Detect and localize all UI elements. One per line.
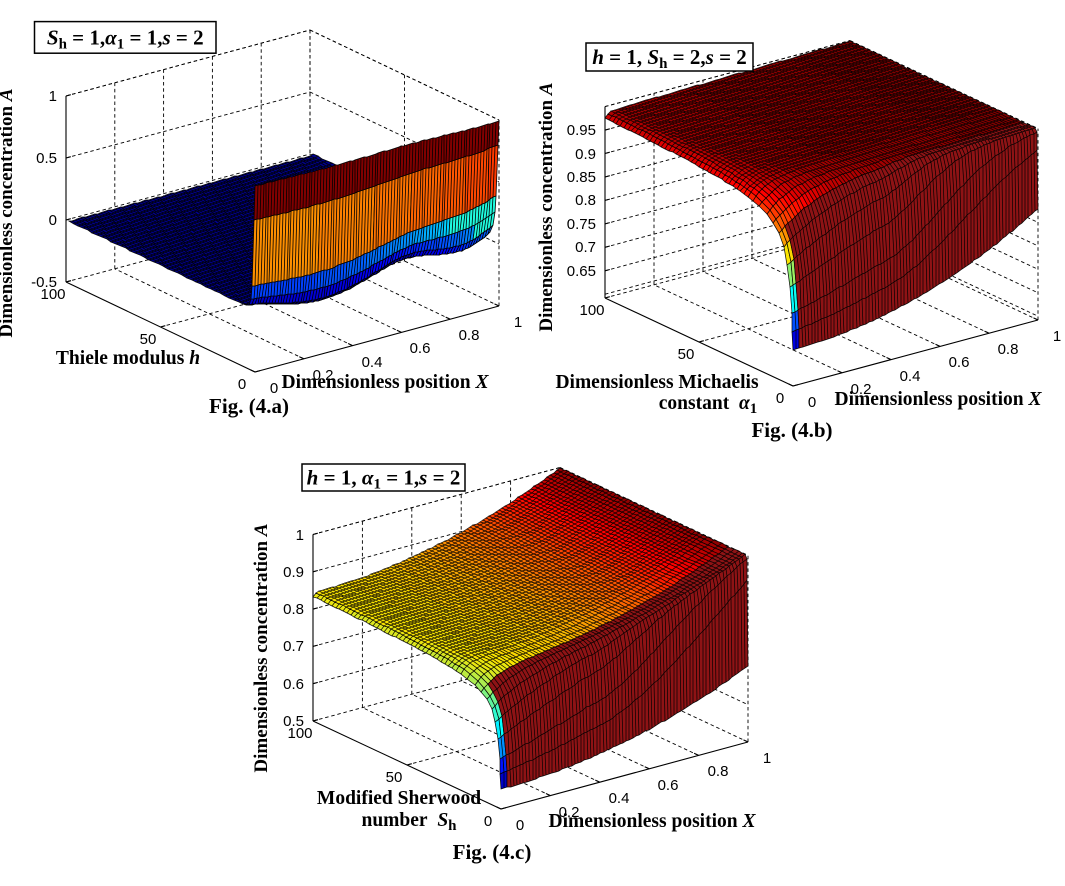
svg-text:Fig. (4.b): Fig. (4.b) [751, 418, 832, 442]
svg-text:100: 100 [40, 286, 65, 303]
svg-text:Dimensionless concentration A: Dimensionless concentration A [251, 523, 272, 772]
svg-text:50: 50 [140, 331, 157, 348]
svg-text:0.8: 0.8 [459, 327, 480, 344]
svg-text:0.2: 0.2 [313, 367, 334, 384]
svg-text:0.6: 0.6 [410, 340, 431, 357]
svg-text:0.8: 0.8 [708, 763, 729, 780]
svg-text:0: 0 [270, 380, 278, 397]
svg-text:0: 0 [49, 212, 57, 229]
svg-text:1: 1 [763, 750, 771, 767]
svg-text:0.8: 0.8 [575, 192, 596, 209]
svg-text:Dimensionless Michaelis: Dimensionless Michaelis [555, 372, 759, 393]
svg-text:constant α1: constant α1 [659, 393, 757, 417]
svg-text:0.6: 0.6 [949, 354, 970, 371]
svg-text:Thiele modulus h: Thiele modulus h [56, 348, 200, 369]
svg-text:0.4: 0.4 [900, 368, 921, 385]
svg-text:number Sh: number Sh [361, 810, 457, 834]
svg-text:0: 0 [808, 394, 816, 411]
svg-text:0.5: 0.5 [36, 150, 57, 167]
svg-text:0.75: 0.75 [567, 216, 596, 233]
svg-text:50: 50 [386, 769, 403, 786]
svg-text:Modified Sherwood: Modified Sherwood [317, 788, 481, 809]
svg-text:Dimensionless position X: Dimensionless position X [549, 811, 757, 832]
svg-text:Dimensionless concentration A: Dimensionless concentration A [536, 82, 557, 331]
svg-text:100: 100 [579, 302, 604, 319]
svg-text:0.7: 0.7 [283, 638, 304, 655]
svg-text:Fig. (4.c): Fig. (4.c) [453, 840, 532, 864]
svg-text:100: 100 [287, 725, 312, 742]
svg-text:Dimensionless concentration A: Dimensionless concentration A [0, 88, 17, 337]
svg-text:0.5: 0.5 [283, 713, 304, 730]
svg-text:0: 0 [238, 376, 246, 393]
svg-text:0: 0 [516, 817, 524, 834]
svg-text:0.9: 0.9 [283, 564, 304, 581]
svg-text:0: 0 [484, 813, 492, 830]
svg-text:1: 1 [1053, 328, 1061, 345]
svg-text:1: 1 [49, 88, 57, 105]
svg-text:Sh = 1,α1 = 1,s = 2: Sh = 1,α1 = 1,s = 2 [47, 25, 204, 52]
svg-text:0.7: 0.7 [575, 239, 596, 256]
svg-text:-0.5: -0.5 [31, 274, 57, 291]
svg-text:Dimensionless position X: Dimensionless position X [282, 372, 490, 393]
svg-text:0.2: 0.2 [851, 381, 872, 398]
svg-text:1: 1 [296, 527, 304, 544]
svg-text:0.2: 0.2 [559, 804, 580, 821]
svg-text:h = 1, Sh = 2,s = 2: h = 1, Sh = 2,s = 2 [592, 45, 747, 72]
svg-text:h = 1, α1 = 1,s = 2: h = 1, α1 = 1,s = 2 [307, 466, 461, 493]
svg-text:0.8: 0.8 [998, 341, 1019, 358]
svg-text:Fig. (4.a): Fig. (4.a) [209, 394, 289, 418]
svg-text:50: 50 [678, 346, 695, 363]
svg-text:0.85: 0.85 [567, 169, 596, 186]
svg-text:0.4: 0.4 [362, 354, 383, 371]
svg-text:0: 0 [776, 390, 784, 407]
svg-text:0.8: 0.8 [283, 601, 304, 618]
svg-text:0.65: 0.65 [567, 263, 596, 280]
svg-text:0.6: 0.6 [283, 676, 304, 693]
svg-text:0.4: 0.4 [609, 790, 630, 807]
svg-text:1: 1 [514, 314, 522, 331]
svg-text:0.6: 0.6 [658, 777, 679, 794]
svg-text:0.95: 0.95 [567, 122, 596, 139]
svg-text:Dimensionless position X: Dimensionless position X [835, 389, 1043, 410]
svg-text:0.9: 0.9 [575, 146, 596, 163]
